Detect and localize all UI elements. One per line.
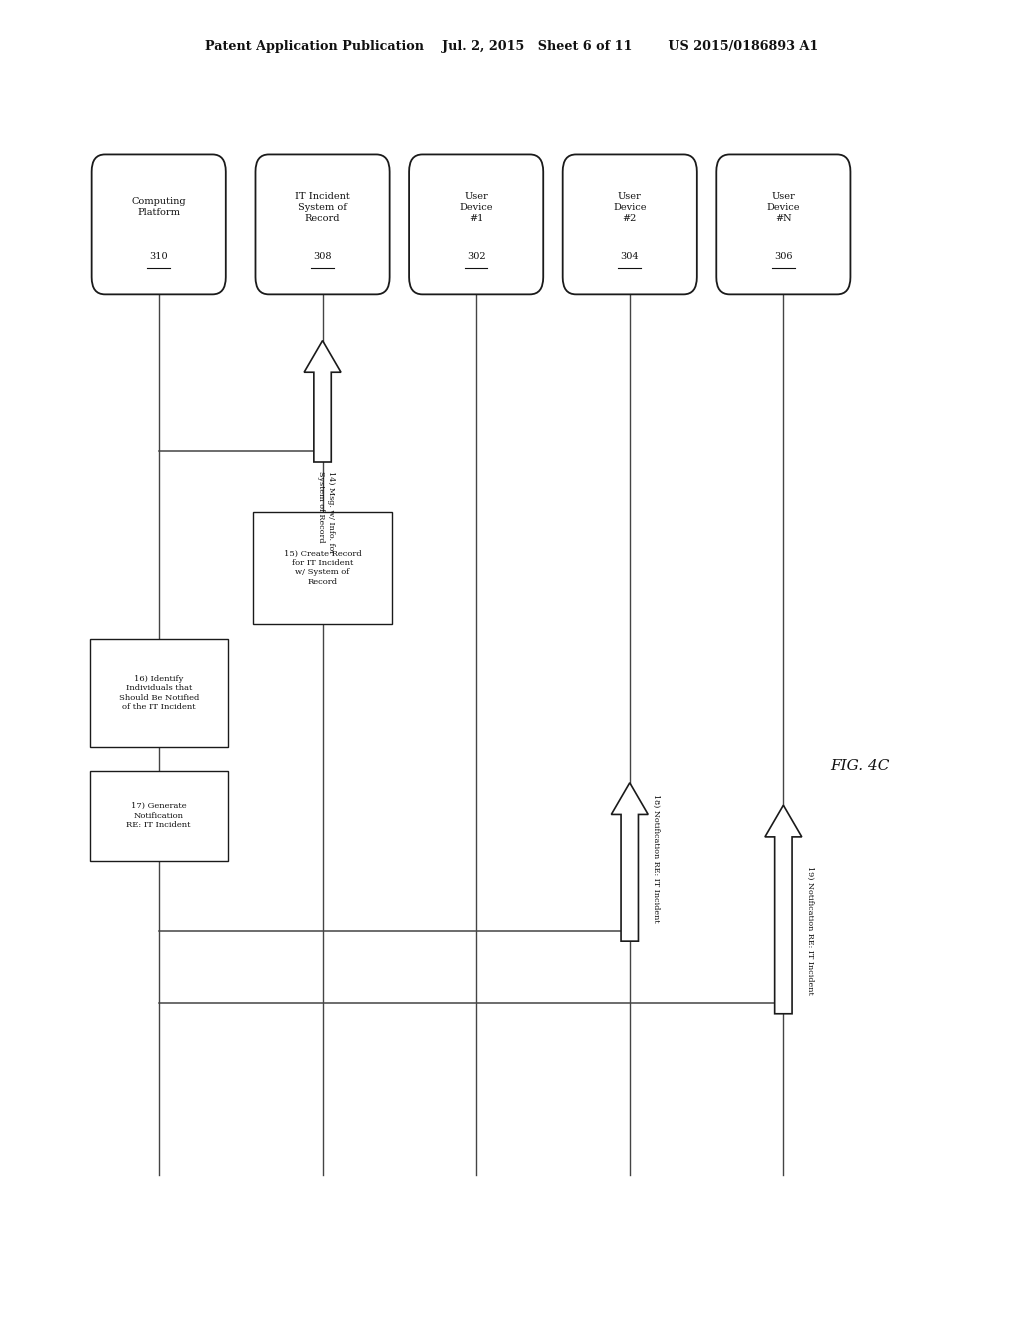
Text: FIG. 4C: FIG. 4C [830,759,890,772]
FancyBboxPatch shape [92,154,226,294]
Text: 17) Generate
Notification
RE: IT Incident: 17) Generate Notification RE: IT Inciden… [127,803,190,829]
FancyBboxPatch shape [410,154,543,294]
FancyArrow shape [765,805,802,1014]
FancyBboxPatch shape [563,154,696,294]
Text: Patent Application Publication    Jul. 2, 2015   Sheet 6 of 11        US 2015/01: Patent Application Publication Jul. 2, 2… [206,40,818,53]
FancyBboxPatch shape [254,512,391,624]
FancyArrow shape [304,341,341,462]
Text: 304: 304 [621,252,639,260]
Text: 308: 308 [313,252,332,260]
FancyBboxPatch shape [90,771,227,861]
Text: 16) Identify
Individuals that
Should Be Notified
of the IT Incident: 16) Identify Individuals that Should Be … [119,675,199,711]
FancyBboxPatch shape [256,154,389,294]
Text: 310: 310 [150,252,168,260]
Text: 302: 302 [467,252,485,260]
Text: 15) Create Record
for IT Incident
w/ System of
Record: 15) Create Record for IT Incident w/ Sys… [284,549,361,586]
FancyArrow shape [611,783,648,941]
Text: 14) Msg. w/ Info. for
System of Record: 14) Msg. w/ Info. for System of Record [317,471,335,554]
Text: 19) Notification RE: IT Incident: 19) Notification RE: IT Incident [806,866,814,995]
Text: User
Device
#1: User Device #1 [460,191,493,223]
Text: IT Incident
System of
Record: IT Incident System of Record [295,191,350,223]
Text: Computing
Platform: Computing Platform [131,197,186,218]
Text: User
Device
#2: User Device #2 [613,191,646,223]
FancyBboxPatch shape [90,639,227,747]
Text: 18) Notification RE: IT Incident: 18) Notification RE: IT Incident [652,793,660,923]
FancyBboxPatch shape [717,154,850,294]
Text: 306: 306 [774,252,793,260]
Text: User
Device
#N: User Device #N [767,191,800,223]
